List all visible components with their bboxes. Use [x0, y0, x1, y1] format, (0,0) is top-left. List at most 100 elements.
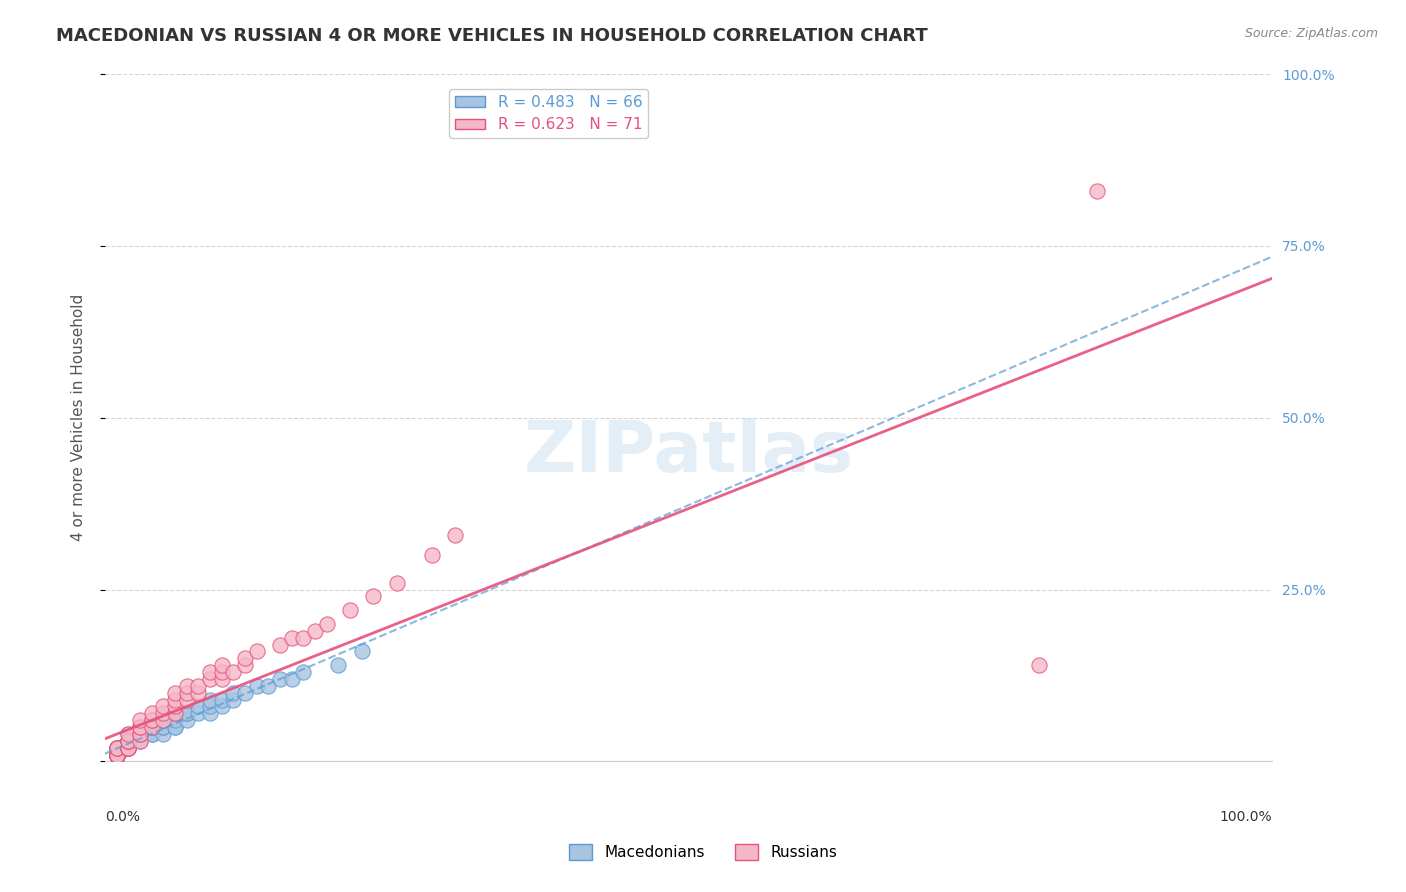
Point — [117, 733, 139, 747]
Point — [117, 740, 139, 755]
Point — [105, 740, 128, 755]
Point — [129, 727, 152, 741]
Point — [141, 720, 163, 734]
Point — [129, 720, 152, 734]
Point — [105, 747, 128, 762]
Point — [141, 706, 163, 721]
Point — [176, 692, 198, 706]
Text: 100.0%: 100.0% — [1220, 810, 1272, 823]
Point — [281, 672, 304, 686]
Point — [152, 720, 174, 734]
Point — [117, 727, 139, 741]
Point — [105, 740, 128, 755]
Point — [152, 706, 174, 721]
Point — [163, 713, 186, 727]
Point — [117, 733, 139, 747]
Point — [315, 616, 337, 631]
Point — [105, 747, 128, 762]
Point — [141, 720, 163, 734]
Point — [292, 665, 315, 679]
Point — [141, 713, 163, 727]
Legend: R = 0.483   N = 66, R = 0.623   N = 71: R = 0.483 N = 66, R = 0.623 N = 71 — [449, 88, 648, 138]
Point — [176, 679, 198, 693]
Point — [129, 720, 152, 734]
Point — [105, 747, 128, 762]
Point — [233, 651, 256, 665]
Point — [163, 706, 186, 721]
Point — [246, 644, 269, 658]
Point — [117, 740, 139, 755]
Point — [176, 686, 198, 700]
Point — [385, 575, 408, 590]
Point — [281, 631, 304, 645]
Point — [129, 733, 152, 747]
Point — [152, 713, 174, 727]
Point — [163, 720, 186, 734]
Point — [152, 699, 174, 714]
Point — [105, 747, 128, 762]
Point — [233, 686, 256, 700]
Point — [105, 747, 128, 762]
Point — [105, 747, 128, 762]
Point — [141, 727, 163, 741]
Legend: Macedonians, Russians: Macedonians, Russians — [562, 838, 844, 866]
Point — [105, 740, 128, 755]
Point — [105, 747, 128, 762]
Point — [141, 713, 163, 727]
Point — [105, 747, 128, 762]
Point — [105, 747, 128, 762]
Point — [117, 733, 139, 747]
Point — [117, 733, 139, 747]
Point — [129, 727, 152, 741]
Point — [350, 644, 373, 658]
Point — [1085, 184, 1108, 198]
Point — [117, 740, 139, 755]
Point — [117, 740, 139, 755]
Point — [304, 624, 326, 638]
Point — [117, 727, 139, 741]
Point — [211, 692, 233, 706]
Point — [105, 747, 128, 762]
Point — [117, 733, 139, 747]
Point — [105, 747, 128, 762]
Point — [105, 747, 128, 762]
Point — [105, 747, 128, 762]
Point — [222, 692, 245, 706]
Point — [141, 727, 163, 741]
Point — [198, 699, 221, 714]
Point — [211, 665, 233, 679]
Point — [198, 692, 221, 706]
Point — [339, 603, 361, 617]
Point — [163, 720, 186, 734]
Point — [269, 672, 291, 686]
Point — [257, 679, 280, 693]
Point — [222, 665, 245, 679]
Text: Source: ZipAtlas.com: Source: ZipAtlas.com — [1244, 27, 1378, 40]
Text: MACEDONIAN VS RUSSIAN 4 OR MORE VEHICLES IN HOUSEHOLD CORRELATION CHART: MACEDONIAN VS RUSSIAN 4 OR MORE VEHICLES… — [56, 27, 928, 45]
Point — [117, 740, 139, 755]
Point — [141, 720, 163, 734]
Point — [152, 713, 174, 727]
Point — [105, 747, 128, 762]
Point — [117, 740, 139, 755]
Point — [105, 747, 128, 762]
Point — [211, 672, 233, 686]
Point — [105, 747, 128, 762]
Point — [163, 686, 186, 700]
Point — [292, 631, 315, 645]
Point — [163, 692, 186, 706]
Point — [105, 747, 128, 762]
Point — [163, 706, 186, 721]
Point — [105, 747, 128, 762]
Point — [117, 733, 139, 747]
Point — [129, 727, 152, 741]
Point — [176, 713, 198, 727]
Point — [187, 679, 209, 693]
Point — [198, 672, 221, 686]
Point — [222, 686, 245, 700]
Point — [105, 747, 128, 762]
Point — [105, 740, 128, 755]
Point — [105, 747, 128, 762]
Point — [187, 706, 209, 721]
Point — [117, 740, 139, 755]
